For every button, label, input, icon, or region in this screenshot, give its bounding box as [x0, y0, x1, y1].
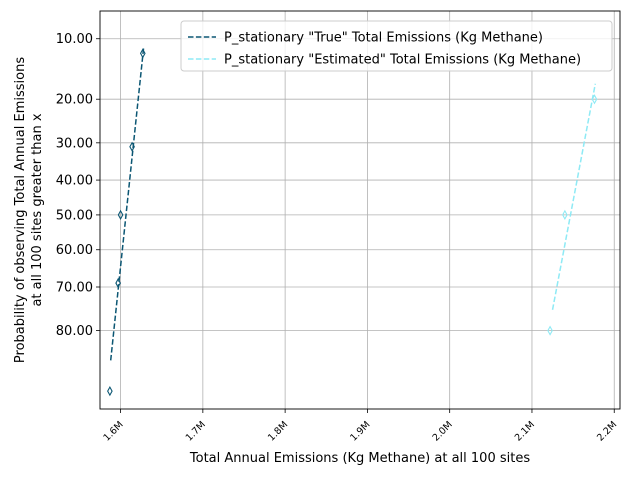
series-0 [107, 47, 146, 397]
x-tick-label: 1.7M [184, 419, 208, 443]
legend-label-true: P_stationary "True" Total Emissions (Kg … [224, 31, 543, 46]
y-tick-label: 20.00 [56, 93, 93, 108]
series-0-point [107, 385, 113, 397]
y-tick-label: 50.00 [56, 208, 93, 223]
y-axis-label: Probability of observing Total Annual Em… [13, 57, 45, 363]
y-tick-label: 30.00 [56, 136, 93, 151]
legend-box [180, 20, 613, 72]
series-0-point [117, 209, 124, 221]
series-0-point [129, 141, 135, 152]
series-1-point [562, 209, 568, 221]
x-tick-label: 2.0M [431, 419, 455, 443]
y-tick-label: 10.00 [56, 32, 93, 47]
series-1 [547, 83, 598, 336]
series-1-point [591, 94, 598, 105]
y-tick-label: 70.00 [56, 281, 93, 296]
ticks: 10.00 20.00 30.00 40.00 50.00 60.00 70.00 80.00… [56, 32, 620, 443]
x-tick-label: 1.9M [348, 419, 372, 443]
series-1-point [547, 325, 553, 336]
series-0-fit-line [109, 47, 145, 361]
legend-label-estimated: P_stationary "Estimated" Total Emissions… [224, 53, 581, 68]
x-tick-label: 1.6M [101, 419, 125, 443]
series-0-point [115, 277, 121, 289]
y-tick-label: 80.00 [56, 324, 93, 339]
x-tick-label: 1.8M [266, 419, 290, 443]
y-axis-label-line-1: Probability of observing Total Annual Em… [13, 57, 28, 363]
plot-frame [99, 10, 621, 410]
series-1-fit-line [551, 83, 597, 310]
y-tick-label: 40.00 [56, 174, 93, 189]
series-layer [107, 47, 598, 397]
series-0-point [139, 48, 146, 59]
grid [100, 11, 620, 409]
x-axis-label: Total Annual Emissions (Kg Methane) at a… [189, 451, 530, 466]
legend: P_stationary "True" Total Emissions (Kg … [180, 20, 613, 72]
x-tick-label: 2.2M [595, 419, 619, 443]
x-tick-label: 2.1M [513, 419, 537, 443]
y-axis-label-line-2: at all 100 sites greater than x [30, 113, 45, 306]
y-tick-label: 60.00 [56, 243, 93, 258]
